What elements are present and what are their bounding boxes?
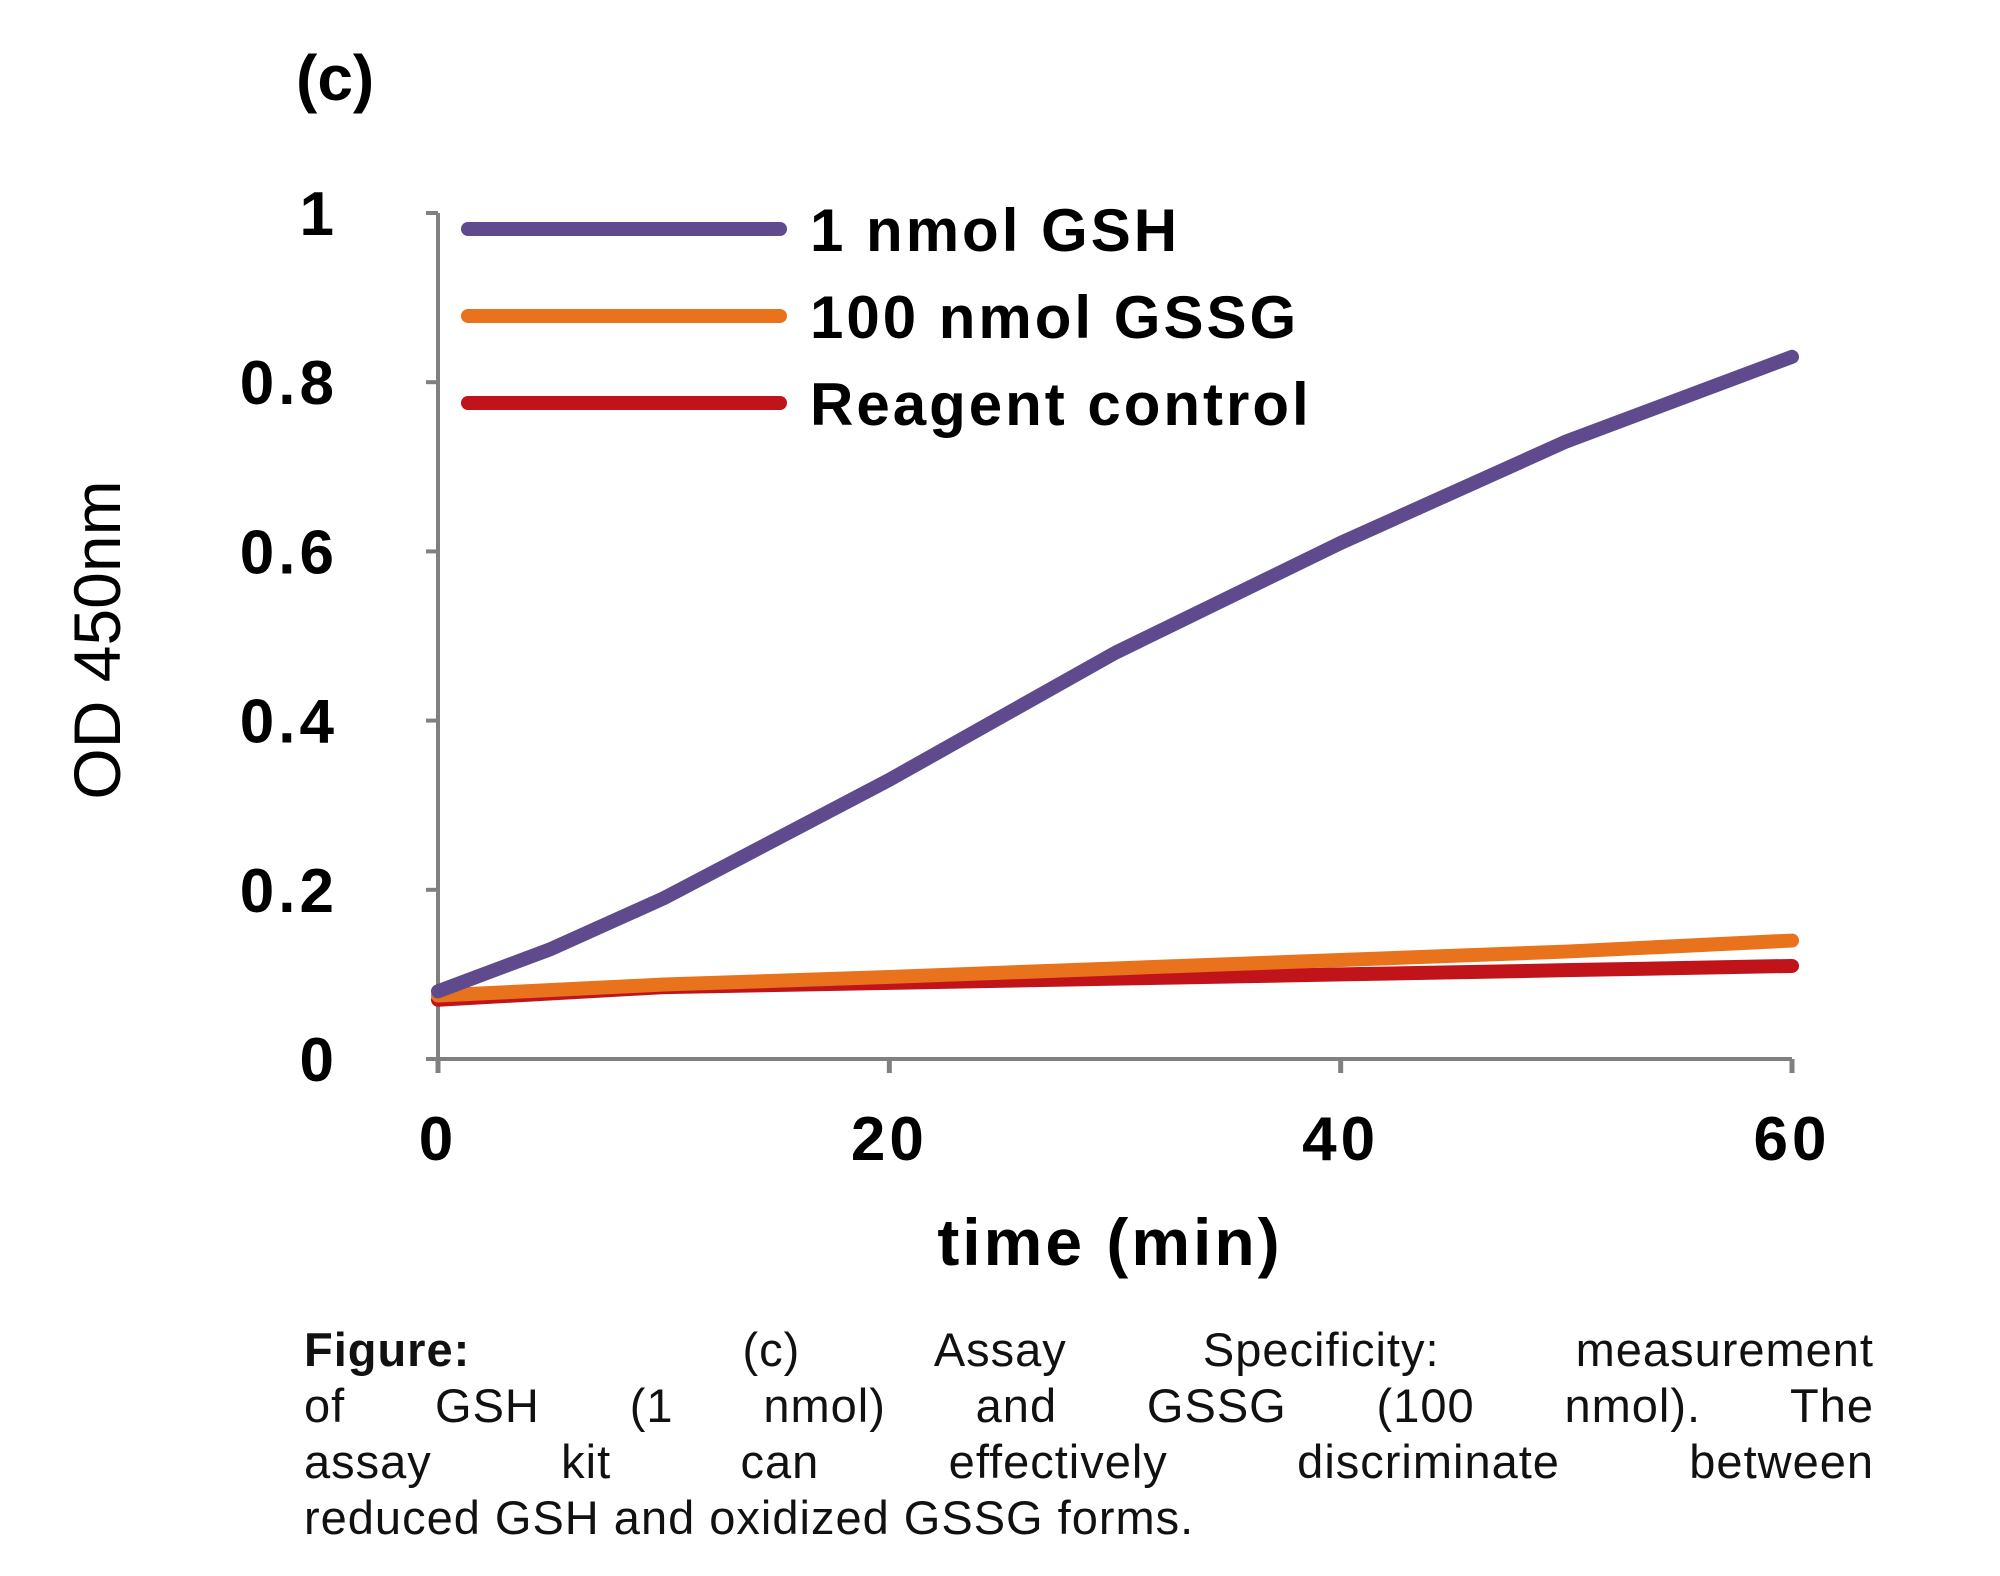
caption-line: reduced GSH and oxidized GSSG forms.	[304, 1491, 1195, 1544]
legend-label: 100 nmol GSSG	[810, 284, 1299, 351]
panel-label: (c)	[296, 42, 374, 114]
y-tick-label: 0.8	[240, 349, 338, 418]
legend-label: Reagent control	[810, 371, 1312, 438]
x-axis-label: time (min)	[937, 1205, 1282, 1279]
legend-label: 1 nmol GSH	[810, 197, 1180, 264]
y-tick-label: 0	[300, 1026, 338, 1095]
series-line	[431, 349, 1799, 999]
chart: (c) 0 0.2 0.4 0.6 0.8 1 0 20 40 60 1 nmol GSH 100 …	[60, 42, 1831, 1279]
y-axis-label: OD 450nm	[60, 480, 134, 799]
y-tick-label: 0.4	[240, 688, 338, 757]
series-line	[431, 933, 1799, 1003]
caption-line: of GSH (1 nmol) and GSSG (100 nmol). The	[304, 1379, 1874, 1432]
x-tick-label: 0	[419, 1105, 457, 1174]
y-tick-label: 1	[300, 180, 338, 249]
figure-caption: Figure: (c) Assay Specificity: measureme…	[304, 1322, 1874, 1546]
caption-line: (c) Assay Specificity: measurement	[742, 1323, 1874, 1376]
y-tick-label: 0.6	[240, 518, 338, 587]
x-tick-label: 20	[851, 1105, 928, 1174]
x-tick-label: 60	[1754, 1105, 1831, 1174]
caption-line: assay kit can effectively discriminate b…	[304, 1435, 1874, 1488]
x-tick-label: 40	[1302, 1105, 1379, 1174]
caption-lead: Figure:	[304, 1323, 471, 1376]
y-tick-label: 0.2	[240, 857, 338, 926]
